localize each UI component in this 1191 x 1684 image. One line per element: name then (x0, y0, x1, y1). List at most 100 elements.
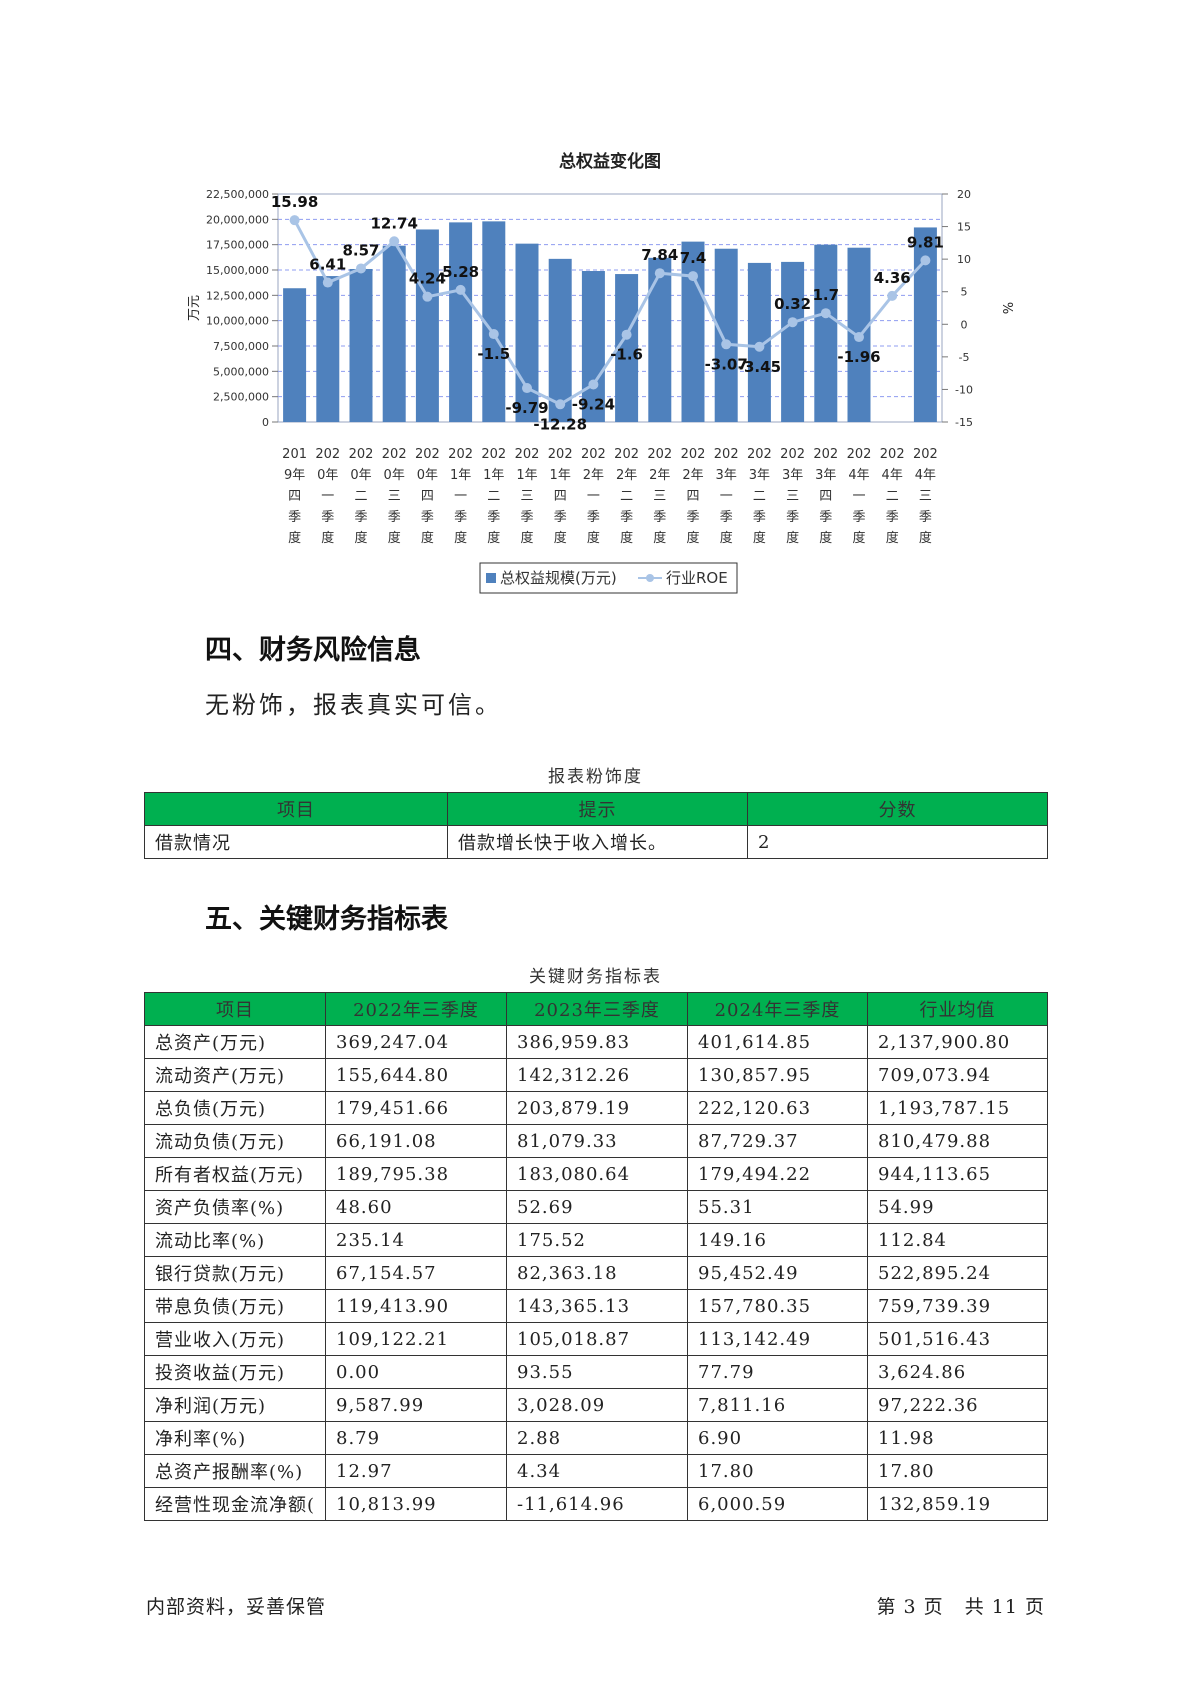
x-axis-tick-label: 202 (614, 447, 639, 462)
table-cell: 48.60 (325, 1190, 507, 1224)
x-axis-tick-label: 度 (886, 530, 899, 546)
table-cell: 流动资产(万元) (144, 1058, 326, 1092)
table-cell: 183,080.64 (506, 1157, 688, 1191)
table-cell: 流动比率(%) (144, 1223, 326, 1257)
table-cell: 借款增长快于收入增长。 (447, 825, 748, 859)
roe-point (555, 399, 566, 410)
roe-point (488, 329, 499, 340)
x-axis-tick-label: 季 (753, 510, 766, 525)
x-axis-tick-label: 季 (819, 510, 832, 525)
x-axis-tick-label: 四 (288, 489, 301, 504)
x-axis-tick-label: 202 (847, 447, 872, 462)
x-axis-tick-label: 度 (620, 530, 633, 546)
whitewash-table: 项目 提示 分数 借款情况 借款增长快于收入增长。 2 (144, 792, 1048, 859)
table-cell: 带息负债(万元) (144, 1289, 326, 1323)
x-axis-tick-label: 202 (515, 447, 540, 462)
table-cell: 93.55 (506, 1355, 688, 1389)
x-axis-tick-label: 3年 (815, 468, 836, 483)
table-cell: 175.52 (506, 1223, 688, 1257)
table-cell: 54.99 (867, 1190, 1048, 1224)
table-cell: 759,739.39 (867, 1289, 1048, 1323)
table-cell: 3,028.09 (506, 1388, 688, 1422)
x-axis-tick-label: 三 (786, 489, 799, 504)
x-axis-tick-label: 季 (288, 510, 301, 525)
table-cell: 借款情况 (144, 825, 448, 859)
roe-point (887, 290, 898, 301)
table-cell: 132,859.19 (867, 1487, 1048, 1521)
y2-axis-tick-label: 5 (961, 286, 968, 299)
section5-heading: 五、关键财务指标表 (205, 904, 448, 935)
x-axis-tick-label: 季 (587, 510, 600, 525)
roe-data-label: -3.07 (705, 355, 748, 373)
table-cell: 66,191.08 (325, 1124, 507, 1158)
table-cell: 营业收入(万元) (144, 1322, 326, 1356)
table-row: 所有者权益(万元) 189,795.38 183,080.64 179,494.22 9… (144, 1157, 1048, 1191)
x-axis-tick-label: 季 (520, 510, 533, 525)
x-axis-tick-label: 202 (681, 447, 706, 462)
roe-point (455, 284, 466, 295)
roe-line (293, 219, 927, 406)
table-cell: 银行贷款(万元) (144, 1256, 326, 1290)
chart-title: 总权益变化图 (559, 151, 661, 172)
y2-axis-tick-label: -5 (959, 351, 970, 364)
bar (581, 271, 605, 422)
table-cell: 369,247.04 (325, 1025, 507, 1059)
roe-point (322, 277, 333, 288)
header-cell: 2023年三季度 (506, 992, 688, 1026)
table-cell: 9,587.99 (325, 1388, 507, 1422)
bar (913, 227, 937, 422)
table-cell: 189,795.38 (325, 1157, 507, 1191)
bar (283, 288, 307, 422)
x-axis-tick-label: 度 (786, 530, 799, 546)
x-axis-tick-label: 3年 (749, 468, 770, 483)
table-cell: 8.79 (325, 1421, 507, 1455)
table-cell: 67,154.57 (325, 1256, 507, 1290)
x-axis-tick-label: 202 (382, 447, 407, 462)
x-axis-tick-label: 季 (487, 510, 500, 525)
table-cell: -11,614.96 (506, 1487, 688, 1521)
table-cell: 1,193,787.15 (867, 1091, 1048, 1125)
y2-axis-tick-label: 15 (957, 221, 971, 234)
x-axis-tick-label: 季 (354, 510, 367, 525)
table-cell: 82,363.18 (506, 1256, 688, 1290)
roe-point (854, 332, 864, 343)
table-cell: 109,122.21 (325, 1322, 507, 1356)
x-axis-tick-label: 0年 (417, 468, 438, 483)
roe-data-label: 7.4 (680, 249, 707, 267)
table-cell: 222,120.63 (687, 1091, 868, 1125)
table-row: 净利润(万元) 9,587.99 3,028.09 7,811.16 97,222.36 (144, 1388, 1048, 1422)
y-axis-tick-label: 15,000,000 (206, 264, 269, 277)
roe-data-label: 8.57 (342, 241, 379, 259)
x-axis-tick-label: 度 (587, 530, 600, 546)
x-axis-tick-label: 二 (620, 489, 633, 504)
table-cell: 2 (747, 825, 1048, 859)
bar (681, 241, 705, 422)
table-cell: 经营性现金流净额( (144, 1487, 326, 1521)
table-row: 总资产报酬率(%) 12.97 4.34 17.80 17.80 (144, 1454, 1048, 1488)
roe-data-label: 9.81 (907, 233, 944, 251)
table-cell: 2,137,900.80 (867, 1025, 1048, 1059)
roe-point (621, 329, 632, 340)
roe-data-label: 4.24 (409, 270, 446, 288)
table-row: 流动比率(%) 235.14 175.52 149.16 112.84 (144, 1223, 1048, 1257)
bar (615, 274, 639, 422)
x-axis-tick-label: 度 (288, 530, 301, 546)
x-axis-tick-label: 度 (919, 530, 932, 546)
roe-data-label: 5.28 (442, 263, 479, 281)
table-row: 总资产(万元) 369,247.04 386,959.83 401,614.85 2,1… (144, 1025, 1048, 1059)
table-cell: 11.98 (867, 1421, 1048, 1455)
table-cell: 944,113.65 (867, 1157, 1048, 1191)
x-axis-tick-label: 季 (454, 510, 467, 525)
roe-data-label: 12.74 (370, 214, 417, 232)
table-cell: 7,811.16 (687, 1388, 868, 1422)
x-axis-tick-label: 度 (819, 530, 832, 546)
x-axis-tick-label: 二 (886, 489, 899, 504)
bar (382, 245, 406, 422)
roe-point (654, 268, 665, 279)
roe-point (588, 379, 599, 390)
x-axis-tick-label: 202 (548, 447, 573, 462)
table-header-row: 项目 2022年三季度 2023年三季度 2024年三季度 行业均值 (144, 992, 1048, 1026)
roe-data-label: -1.6 (610, 346, 643, 364)
x-axis-tick-label: 四 (819, 489, 832, 504)
table-cell: 119,413.90 (325, 1289, 507, 1323)
